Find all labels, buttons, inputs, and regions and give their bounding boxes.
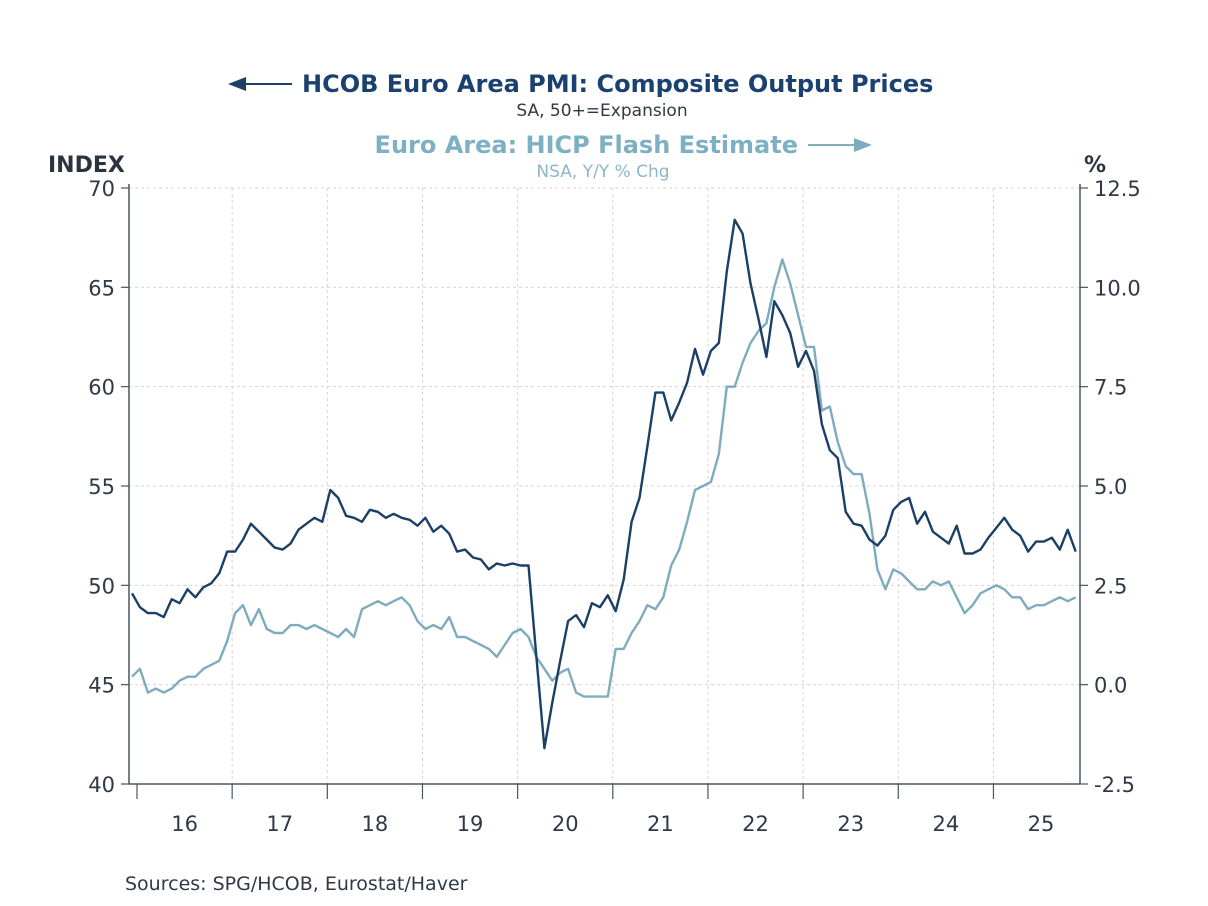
x-tick-label: 24 — [932, 812, 959, 836]
legend-left: HCOB Euro Area PMI: Composite Output Pri… — [228, 70, 933, 121]
right-tick-label: 2.5 — [1094, 574, 1127, 598]
right-tick-label: 10.0 — [1094, 276, 1141, 300]
left-tick-label: 45 — [88, 674, 115, 698]
hicp-flash-line — [131, 258, 1077, 698]
left-tick-label: 50 — [88, 574, 115, 598]
x-tick-label: 23 — [837, 812, 864, 836]
right-tick-label: 0.0 — [1094, 674, 1127, 698]
left-tick-label: 40 — [88, 773, 115, 797]
x-tick-label: 22 — [742, 812, 769, 836]
x-tick-label: 16 — [171, 812, 198, 836]
left-axis-unit: INDEX — [48, 153, 125, 178]
x-tick-label: 20 — [552, 812, 579, 836]
x-tick-label: 25 — [1028, 812, 1055, 836]
left-tick-label: 70 — [88, 177, 115, 201]
x-tick-label: 18 — [362, 812, 389, 836]
right-arrow-icon — [854, 138, 872, 152]
legend-left-title: HCOB Euro Area PMI: Composite Output Pri… — [302, 70, 933, 98]
series-lines — [130, 218, 1077, 750]
legend-right-title: Euro Area: HICP Flash Estimate — [375, 131, 798, 159]
x-tick-label: 17 — [266, 812, 293, 836]
legend-right-subtitle: NSA, Y/Y % Chg — [536, 162, 669, 182]
legend-left-subtitle: SA, 50+=Expansion — [516, 101, 687, 121]
axes: 40 45 50 55 60 65 70 -2.5 0.0 2.5 5.0 7.5 10.0 12.5 16… — [88, 177, 1141, 836]
left-arrow-icon — [228, 77, 246, 91]
right-axis-unit: % — [1084, 153, 1106, 178]
x-tick-label: 19 — [457, 812, 484, 836]
left-tick-label: 65 — [88, 276, 115, 300]
x-tick-label: 21 — [647, 812, 674, 836]
left-tick-label: 60 — [88, 376, 115, 400]
gridlines — [129, 187, 1080, 784]
source-note: Sources: SPG/HCOB, Eurostat/Haver — [125, 873, 468, 895]
pmi-output-prices-line — [130, 218, 1077, 750]
right-tick-label: 12.5 — [1094, 177, 1141, 201]
right-tick-label: 5.0 — [1094, 475, 1127, 499]
legend-right: Euro Area: HICP Flash Estimate NSA, Y/Y … — [375, 131, 872, 182]
left-tick-label: 55 — [88, 475, 115, 499]
right-tick-label: -2.5 — [1094, 773, 1135, 797]
right-tick-label: 7.5 — [1094, 376, 1127, 400]
